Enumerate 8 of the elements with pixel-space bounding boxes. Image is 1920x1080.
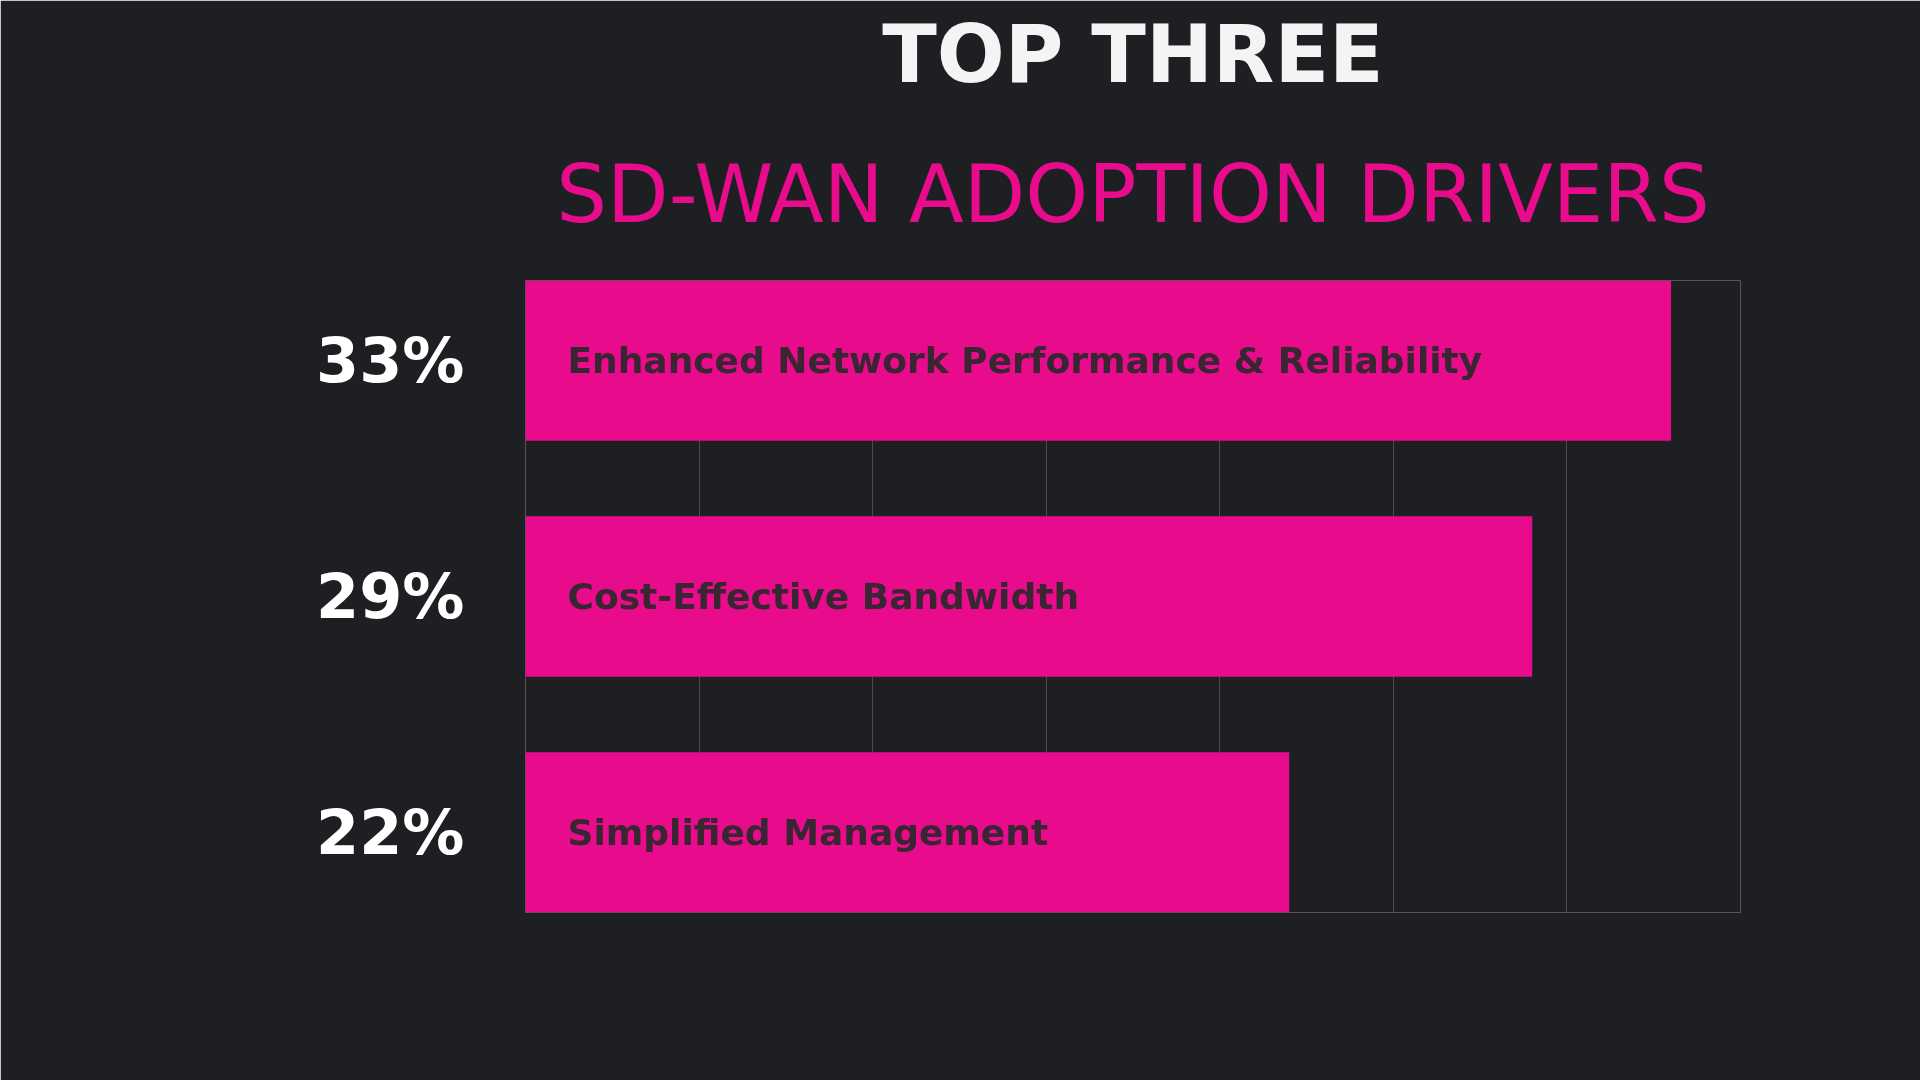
data-label: 33% [316,324,465,398]
chart-subtitle: SD-WAN ADOPTION DRIVERS [556,147,1710,241]
y-tick-label: Cost-Effective Bandwidth [567,576,1080,617]
y-tick-label: Simplified Management [567,811,1049,853]
data-label: 22% [316,795,465,869]
chart-title: TOP THREE [882,7,1384,101]
data-label: 29% [316,560,465,633]
y-tick-label: Enhanced Network Performance & Reliability [567,340,1483,382]
